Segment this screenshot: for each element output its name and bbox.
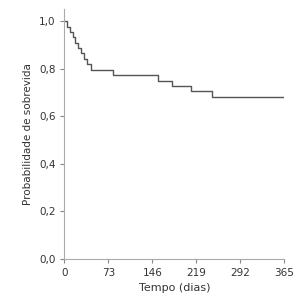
X-axis label: Tempo (dias): Tempo (dias)	[139, 283, 210, 293]
Y-axis label: Probabilidade de sobrevida: Probabilidade de sobrevida	[23, 63, 33, 205]
